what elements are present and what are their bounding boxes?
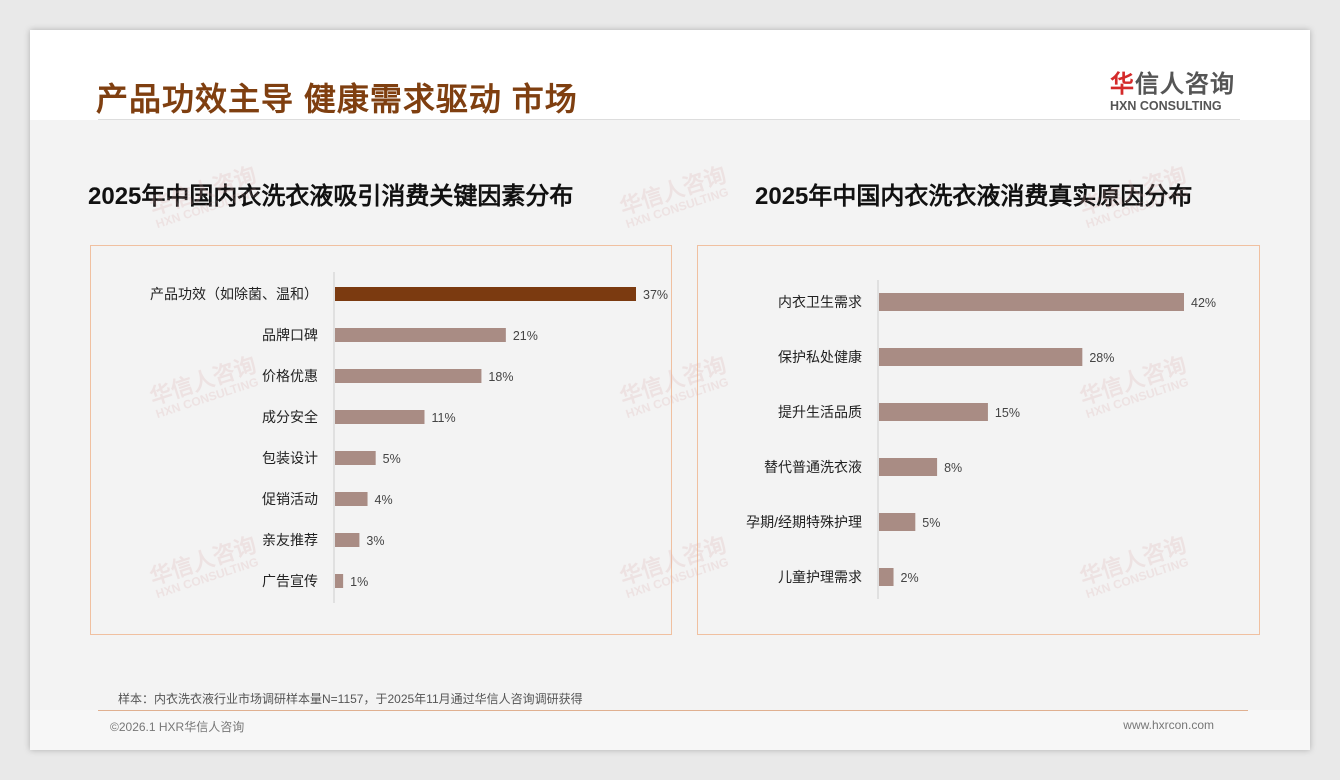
data-label: 5% [383, 452, 401, 466]
bar [335, 492, 368, 506]
watermark: 华信人咨询 HXN CONSULTING [616, 161, 731, 232]
data-label: 28% [1089, 351, 1114, 365]
category-label: 提升生活品质 [778, 404, 862, 420]
data-label: 37% [643, 288, 668, 302]
bar [879, 403, 988, 421]
data-label: 2% [901, 571, 919, 585]
data-label: 11% [431, 411, 455, 425]
header-divider [98, 119, 1240, 120]
bar [335, 410, 425, 424]
chart-panel-left: 产品功效（如除菌、温和） 37% 品牌口碑 21% 价格优惠 18% 成分安全 11% 包装设计… [90, 245, 672, 635]
category-label: 成分安全 [262, 409, 318, 425]
footer: ©2026.1 HXR华信人咨询 www.hxrcon.com [30, 710, 1310, 750]
bar [879, 513, 916, 531]
category-label: 包装设计 [262, 450, 318, 466]
category-label: 儿童护理需求 [778, 569, 862, 585]
copyright: ©2026.1 HXR华信人咨询 [110, 720, 245, 734]
bar [879, 458, 938, 476]
bar [879, 568, 894, 586]
page-title: 产品功效主导 健康需求驱动 市场 [96, 81, 578, 117]
header: 产品功效主导 健康需求驱动 市场 华信人咨询 HXN CONSULTING [30, 30, 1310, 120]
sample-note: 样本：内衣洗衣液行业市场调研样本量N=1157，于2025年11月通过华信人咨询… [118, 692, 583, 706]
bar [335, 328, 506, 342]
category-label: 替代普通洗衣液 [764, 459, 862, 475]
bar [335, 451, 376, 465]
data-label: 4% [375, 493, 393, 507]
logo: 华信人咨询 HXN CONSULTING [1110, 64, 1235, 113]
data-label: 1% [350, 575, 368, 589]
chart-title-right: 2025年中国内衣洗衣液消费真实原因分布 [755, 183, 1193, 210]
logo-cn: 华信人咨询 [1110, 71, 1235, 98]
bar [879, 293, 1184, 311]
data-label: 21% [513, 329, 538, 343]
data-label: 18% [488, 370, 513, 384]
data-label: 8% [944, 461, 962, 475]
category-label: 保护私处健康 [778, 349, 862, 365]
bar [335, 287, 636, 301]
website-link[interactable]: www.hxrcon.com [1123, 718, 1214, 732]
bar [335, 369, 482, 383]
bar [335, 574, 344, 588]
bar-chart: 内衣卫生需求 42% 保护私处健康 28% 提升生活品质 15% 替代普通洗衣液 8% 孕期/经… [746, 280, 1216, 599]
chart-title-left: 2025年中国内衣洗衣液吸引消费关键因素分布 [88, 183, 574, 210]
bar-chart: 产品功效（如除菌、温和） 37% 品牌口碑 21% 价格优惠 18% 成分安全 11% 包装设计… [150, 272, 668, 603]
data-label: 42% [1191, 296, 1216, 310]
category-label: 产品功效（如除菌、温和） [150, 286, 318, 302]
data-label: 5% [922, 516, 940, 530]
category-label: 内衣卫生需求 [778, 294, 862, 310]
category-label: 广告宣传 [262, 573, 318, 589]
category-label: 孕期/经期特殊护理 [746, 514, 862, 530]
data-label: 15% [995, 406, 1020, 420]
slide: 产品功效主导 健康需求驱动 市场 华信人咨询 HXN CONSULTING 20… [30, 30, 1310, 750]
chart-panel-right: 内衣卫生需求 42% 保护私处健康 28% 提升生活品质 15% 替代普通洗衣液 8% 孕期/经… [697, 245, 1260, 635]
bar [335, 533, 360, 547]
category-label: 促销活动 [262, 491, 318, 507]
category-label: 价格优惠 [262, 368, 318, 384]
category-label: 亲友推荐 [262, 532, 318, 548]
data-label: 3% [366, 534, 384, 548]
logo-en: HXN CONSULTING [1110, 99, 1222, 113]
footer-divider [98, 710, 1248, 711]
category-label: 品牌口碑 [262, 327, 318, 343]
bar [879, 348, 1083, 366]
